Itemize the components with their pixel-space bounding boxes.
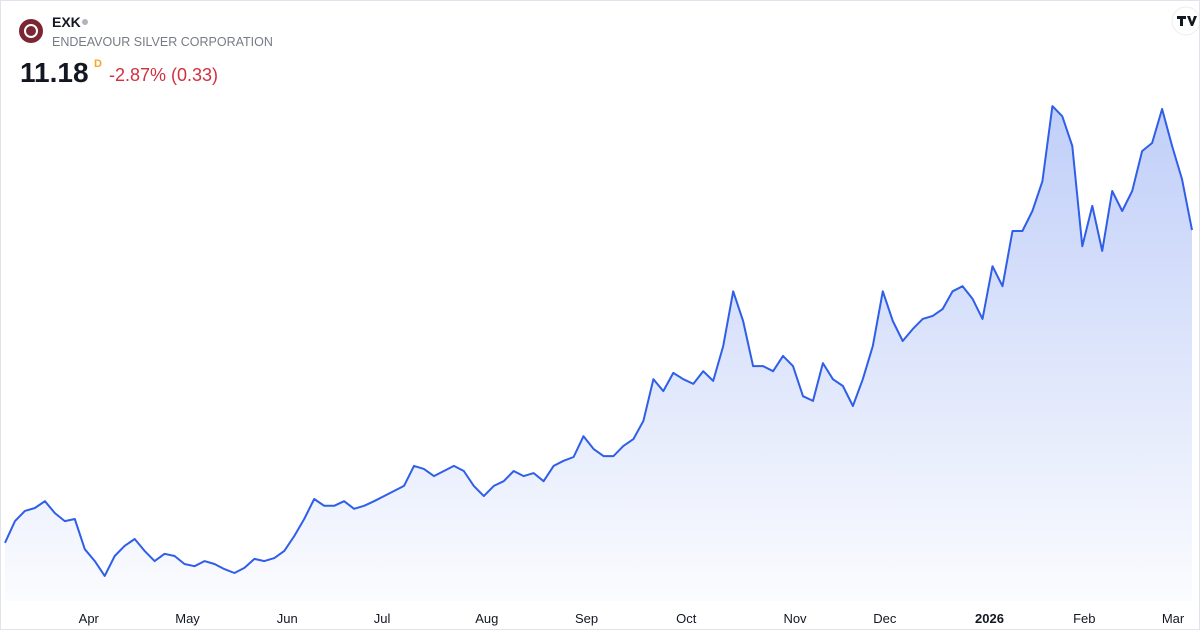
x-tick-label: Nov — [783, 611, 807, 626]
tv-logo — [1177, 16, 1197, 26]
x-tick-label: May — [175, 611, 200, 626]
x-tick-label: Jun — [277, 611, 298, 626]
line — [4, 105, 1193, 577]
symbol: EXK — [52, 14, 81, 30]
change: -2.87% (0.33) — [109, 65, 218, 85]
x-tick-label: Jul — [374, 611, 391, 626]
area — [5, 106, 1192, 601]
price: 11.18 — [20, 57, 89, 88]
x-tick-label: Sep — [575, 611, 598, 626]
x-tick-label: 2026 — [975, 611, 1004, 626]
tv-button[interactable] — [1171, 6, 1199, 36]
x-tick-label: Aug — [475, 611, 498, 626]
status-dot — [82, 19, 88, 25]
interval: D — [94, 58, 102, 70]
logo — [19, 19, 43, 43]
logo-mark — [24, 24, 38, 38]
x-tick-label: Oct — [676, 611, 697, 626]
company-name: ENDEAVOUR SILVER CORPORATION — [52, 35, 273, 49]
x-tick-label: Apr — [79, 611, 100, 626]
x-tick-label: Dec — [873, 611, 897, 626]
x-tick-label: Mar — [1162, 611, 1185, 626]
x-tick-label: Feb — [1073, 611, 1095, 626]
